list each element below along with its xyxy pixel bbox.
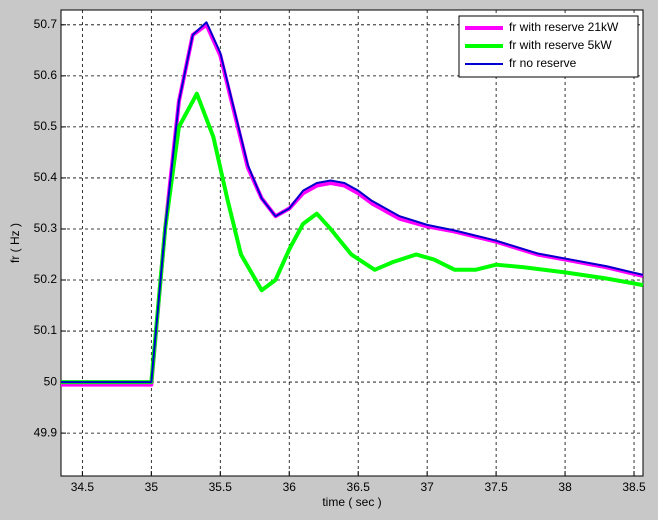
x-tick-label: 38 <box>558 480 572 494</box>
y-tick-label: 50.2 <box>34 272 58 286</box>
y-tick-label: 50.3 <box>34 221 58 235</box>
y-tick-label: 50.1 <box>34 323 58 337</box>
x-tick-label: 35.5 <box>209 480 233 494</box>
plot-area <box>60 9 644 477</box>
y-tick-label: 50 <box>44 374 58 388</box>
legend-label: fr with reserve 21kW <box>509 20 619 34</box>
x-tick-label: 37.5 <box>484 480 508 494</box>
legend-label: fr with reserve 5kW <box>509 38 612 52</box>
y-tick-label: 50.6 <box>34 68 58 82</box>
legend: fr with reserve 21kW fr with reserve 5kW f… <box>458 15 639 78</box>
y-tick-label: 50.5 <box>34 119 58 133</box>
legend-label: fr no reserve <box>509 56 577 70</box>
x-tick-label: 36 <box>283 480 297 494</box>
x-tick-label: 38.5 <box>622 480 646 494</box>
y-axis-label: fr ( Hz ) <box>8 223 22 263</box>
x-tick-label: 34.5 <box>71 480 95 494</box>
series-line <box>61 91 644 385</box>
x-tick-label: 35 <box>145 480 159 494</box>
x-tick-label: 36.5 <box>347 480 371 494</box>
x-tick-label: 37 <box>420 480 434 494</box>
y-tick-label: 49.9 <box>34 425 58 439</box>
series-line <box>61 21 644 384</box>
y-tick-label: 50.7 <box>34 17 58 31</box>
y-tick-label: 50.4 <box>34 170 58 184</box>
x-axis-label: time ( sec ) <box>322 495 381 509</box>
